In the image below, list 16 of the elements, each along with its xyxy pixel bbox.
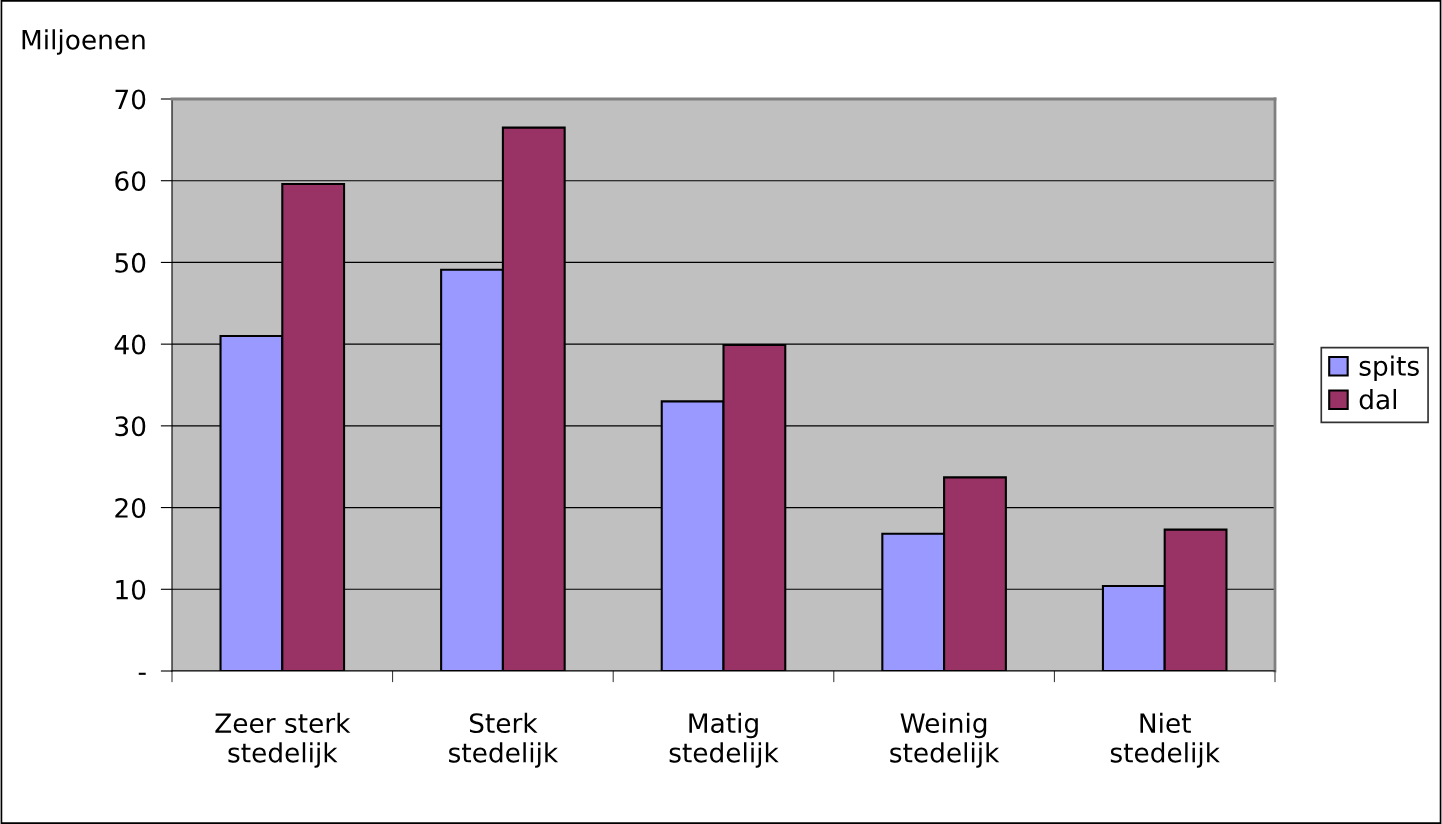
x-tick-label: Sterk stedelijk xyxy=(449,712,559,768)
y-tick-label: 10 xyxy=(116,579,146,600)
x-tick-label: Weinig stedelijk xyxy=(890,712,1000,768)
x-tick-label: Zeer sterk stedelijk xyxy=(215,712,351,768)
y-tick-label: 40 xyxy=(114,334,146,355)
y-axis-title: Miljoenen xyxy=(22,29,145,55)
x-tick-label: Niet stedelijk xyxy=(1110,712,1220,768)
x-tick-label: Matig stedelijk xyxy=(669,712,779,768)
y-tick-label: 20 xyxy=(115,498,146,518)
legend-label: spits xyxy=(1359,355,1419,382)
legend-label: dal xyxy=(1359,388,1397,410)
y-tick-label: 50 xyxy=(115,252,146,273)
y-tick-label: 30 xyxy=(115,416,146,437)
y-tick-label: 70 xyxy=(115,89,146,110)
y-tick-label: 60 xyxy=(115,171,146,192)
y-tick-label: - xyxy=(138,672,146,675)
